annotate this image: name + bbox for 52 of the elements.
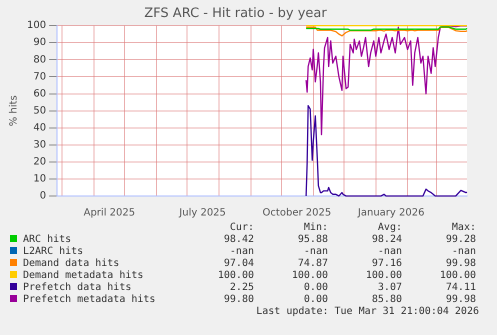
text: 98.24 bbox=[370, 234, 402, 246]
text: 99.28 bbox=[444, 234, 476, 246]
x-tick-label: April 2025 bbox=[84, 208, 136, 219]
text: 0.00 bbox=[302, 294, 328, 306]
legend-label: Demand data hits bbox=[22, 258, 120, 270]
text: 3.07 bbox=[376, 282, 402, 294]
text: 99.80 bbox=[222, 294, 254, 306]
text: 85.80 bbox=[370, 294, 402, 306]
y-tick-label: 100 bbox=[26, 20, 46, 32]
legend-label: Prefetch data hits bbox=[22, 282, 132, 294]
text: -nan bbox=[302, 246, 328, 258]
text: Cur: bbox=[228, 222, 254, 234]
chart-title: ZFS ARC - Hit ratio - by year bbox=[144, 6, 328, 22]
text: 0.00 bbox=[302, 282, 328, 294]
y-tick-label: 80 bbox=[33, 54, 46, 66]
text: 74.11 bbox=[444, 282, 476, 294]
y-tick-label: 20 bbox=[33, 156, 46, 168]
text: 95.88 bbox=[296, 234, 328, 246]
text: 100.00 bbox=[364, 270, 402, 282]
y-tick-label: 0 bbox=[40, 190, 46, 202]
text: 97.04 bbox=[222, 258, 254, 270]
text: 74.87 bbox=[296, 258, 328, 270]
y-axis-title: % hits bbox=[8, 95, 20, 126]
y-tick-label: 60 bbox=[33, 88, 46, 100]
text: -nan bbox=[450, 246, 476, 258]
legend-label: L2ARC hits bbox=[22, 246, 84, 258]
y-tick-label: 50 bbox=[33, 105, 46, 116]
y-tick-label: 40 bbox=[33, 122, 46, 134]
text: 100.00 bbox=[290, 270, 328, 282]
y-tick-label: 70 bbox=[33, 71, 46, 82]
text: 100.00 bbox=[216, 270, 254, 282]
text: Avg: bbox=[376, 222, 402, 234]
x-tick-label: January 2026 bbox=[356, 208, 424, 219]
y-tick-label: 30 bbox=[33, 139, 46, 150]
x-tick-label: July 2025 bbox=[178, 208, 226, 219]
text: -nan bbox=[376, 246, 402, 258]
text: 99.98 bbox=[444, 294, 476, 306]
y-tick-label: 90 bbox=[33, 37, 46, 48]
text: Max: bbox=[450, 222, 476, 234]
text: 100.00 bbox=[438, 270, 476, 282]
legend-label: ARC hits bbox=[22, 234, 72, 246]
text: Last update: Tue Mar 31 21:00:04 2026 bbox=[255, 306, 480, 318]
x-tick-label: October 2025 bbox=[262, 208, 332, 219]
legend-label: Prefetch metadata hits bbox=[22, 294, 156, 306]
text: -nan bbox=[228, 246, 254, 258]
legend-label: Demand metadata hits bbox=[22, 270, 144, 282]
y-tick-label: 10 bbox=[33, 174, 46, 185]
text: 98.42 bbox=[222, 234, 254, 246]
text: Min: bbox=[302, 222, 328, 234]
text: 99.98 bbox=[444, 258, 476, 270]
text: 2.25 bbox=[228, 282, 254, 294]
text: 97.16 bbox=[370, 258, 402, 270]
